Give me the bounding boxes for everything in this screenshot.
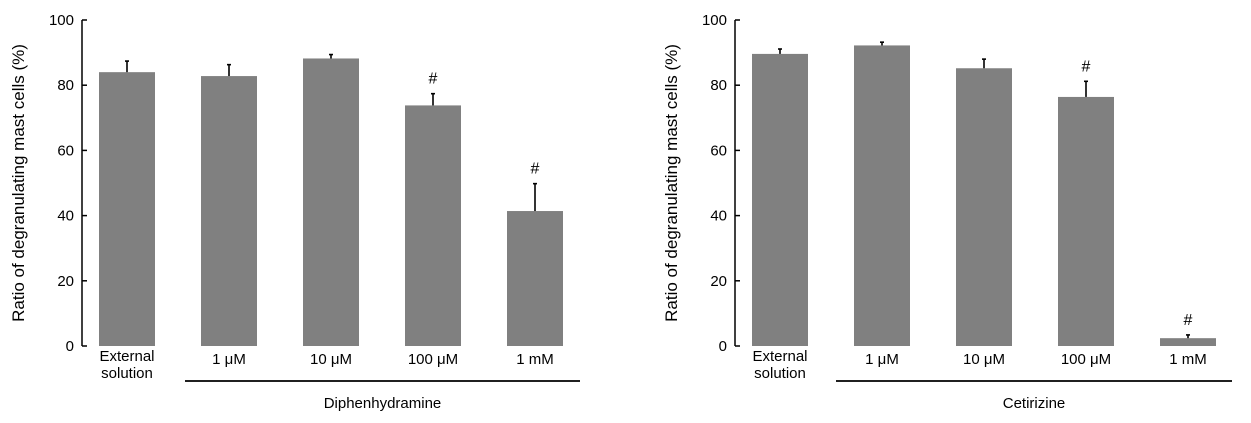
bar: [854, 45, 910, 346]
y-tick-label: 80: [57, 77, 74, 94]
x-tick-label: External: [752, 348, 807, 365]
bar: [1160, 338, 1216, 346]
y-tick-label: 20: [57, 273, 74, 290]
x-tick-label: 1 mM: [1169, 351, 1207, 368]
x-tick-label: 1 μM: [865, 351, 899, 368]
x-tick-label: External: [99, 348, 154, 365]
group-label: Cetirizine: [1003, 395, 1066, 412]
bar: [99, 72, 155, 346]
significance-marker: #: [1082, 58, 1091, 75]
y-axis-label: Ratio of degranulating mast cells (%): [662, 44, 681, 322]
x-tick-label: solution: [101, 365, 153, 382]
x-tick-label: 1 μM: [212, 351, 246, 368]
y-tick-label: 0: [66, 338, 74, 355]
y-tick-label: 80: [710, 77, 727, 94]
x-tick-label: 10 μM: [963, 351, 1005, 368]
y-tick-label: 20: [710, 273, 727, 290]
chart-panel-1: 0 20 40 60 80 100 Ratio of degranulating mast …: [9, 12, 580, 412]
y-tick-label: 100: [49, 12, 74, 29]
y-axis-label: Ratio of degranulating mast cells (%): [9, 44, 28, 322]
bar: [752, 53, 808, 347]
x-tick-label: 10 μM: [310, 351, 352, 368]
x-tick-label: solution: [754, 365, 806, 382]
bar: [956, 68, 1012, 347]
group-label: Diphenhydramine: [324, 395, 442, 412]
x-tick-label: 1 mM: [516, 351, 554, 368]
bar: [405, 105, 461, 346]
significance-marker: #: [429, 71, 438, 88]
significance-marker: #: [531, 161, 540, 178]
bar: [201, 76, 257, 347]
y-tick-label: 60: [57, 142, 74, 159]
y-tick-label: 40: [710, 208, 727, 225]
bar: [1058, 96, 1114, 346]
significance-marker: #: [1184, 312, 1193, 329]
y-tick-label: 60: [710, 142, 727, 159]
x-tick-label: 100 μM: [408, 351, 458, 368]
chart-panel-2: 0 20 40 60 80 100 Ratio of degranulating mast …: [662, 12, 1232, 412]
x-tick-label: 100 μM: [1061, 351, 1111, 368]
bar: [303, 58, 359, 347]
y-tick-label: 100: [702, 12, 727, 29]
bar: [507, 211, 563, 346]
y-tick-label: 40: [57, 208, 74, 225]
y-tick-label: 0: [719, 338, 727, 355]
